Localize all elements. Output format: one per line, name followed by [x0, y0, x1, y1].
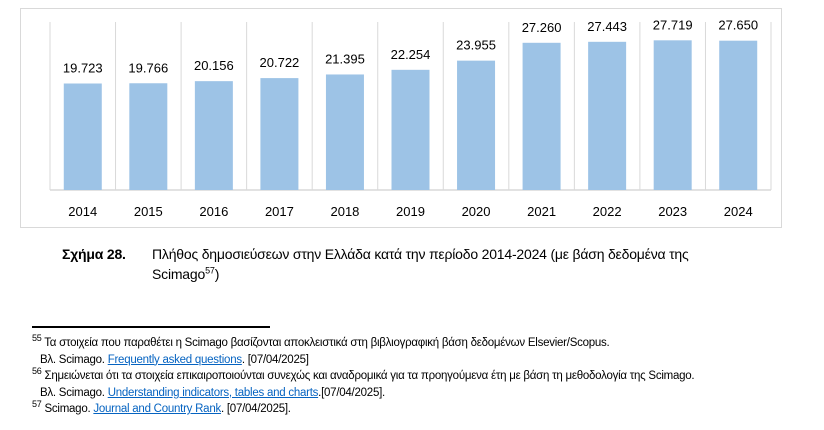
x-tick-label-2016: 2016	[199, 204, 228, 219]
footnote-separator	[32, 326, 270, 328]
bar-2016	[194, 81, 233, 190]
x-tick-label-2021: 2021	[527, 204, 556, 219]
bar-2023	[653, 40, 692, 190]
link-understanding-indicators[interactable]: Understanding indicators, tables and cha…	[107, 386, 319, 399]
x-tick-label-2014: 2014	[68, 204, 97, 219]
x-tick-label-2023: 2023	[658, 204, 687, 219]
x-tick-label-2018: 2018	[330, 204, 359, 219]
footnote-55-source: Βλ. Scimago. Frequently asked questions.…	[32, 352, 694, 369]
footnote-text: Τα στοιχεία που παραθέτει η Scimago βασί…	[44, 337, 610, 349]
x-tick-label-2019: 2019	[396, 204, 425, 219]
data-label-2015: 19.766	[128, 60, 168, 75]
link-journal-country-rank[interactable]: Journal and Country Rank	[93, 403, 221, 415]
link-frequently-asked-questions[interactable]: Frequently asked questions	[107, 353, 242, 366]
caption-body: Πλήθος δημοσιεύσεων στην Ελλάδα κατά την…	[152, 246, 689, 282]
bar-2017	[260, 78, 299, 190]
data-label-2023: 27.719	[653, 17, 693, 32]
bar-2015	[129, 83, 168, 190]
footnote-text: Scimago.	[44, 403, 94, 415]
x-tick-label-2017: 2017	[265, 204, 294, 219]
data-label-2020: 23.955	[456, 38, 496, 53]
data-label-2017: 20.722	[260, 55, 300, 70]
chart-frame: 19.723 2014 19.766 2015 20.156 2016 20.722 2017…	[20, 8, 782, 228]
footnote-56: 56 Σημειώνεται ότι τα στοιχεία επικαιροπ…	[32, 366, 695, 385]
caption-close: )	[214, 266, 220, 282]
data-label-2021: 27.260	[522, 20, 562, 35]
footnote-57: 57 Scimago. Journal and Country Rank. [0…	[32, 399, 694, 418]
x-tick-label-2015: 2015	[134, 204, 163, 219]
footnotes: 55 Τα στοιχεία που παραθέτει η Scimago β…	[32, 333, 695, 418]
footnote-number: 55	[32, 333, 42, 344]
footnote-prefix: Βλ. Scimago.	[40, 353, 108, 366]
footnote-text: Σημειώνεται ότι τα στοιχεία επικαιροποιο…	[44, 370, 695, 382]
x-tick-label-2020: 2020	[462, 204, 491, 219]
footnote-prefix: Βλ. Scimago.	[40, 386, 108, 399]
caption-text: Πλήθος δημοσιεύσεων στην Ελλάδα κατά την…	[152, 244, 692, 284]
bar-2024	[719, 40, 758, 190]
data-label-2014: 19.723	[63, 60, 103, 75]
footnote-55: 55 Τα στοιχεία που παραθέτει η Scimago β…	[32, 333, 694, 352]
footnote-date: . [07/04/2025].	[220, 403, 291, 415]
bar-2018	[325, 74, 364, 190]
footnote-ref[interactable]: 57	[205, 265, 215, 276]
bar-2022	[588, 41, 627, 190]
bar-2019	[391, 69, 430, 190]
data-label-2016: 20.156	[194, 58, 234, 73]
footnote-56-source: Βλ. Scimago. Understanding indicators, t…	[32, 385, 694, 402]
bar-chart: 19.723 2014 19.766 2015 20.156 2016 20.722 2017…	[49, 17, 772, 219]
footnote-date: . [07/04/2025]	[241, 353, 309, 366]
footnote-date: .[07/04/2025].	[318, 386, 385, 399]
x-tick-label-2022: 2022	[593, 204, 622, 219]
footnote-number: 57	[32, 399, 42, 410]
bar-2021	[522, 42, 561, 190]
bar-2020	[457, 60, 496, 190]
data-label-2022: 27.443	[587, 19, 627, 34]
bar-2014	[63, 83, 102, 190]
data-label-2024: 27.650	[718, 18, 758, 33]
x-tick-label-2024: 2024	[724, 204, 753, 219]
footnote-number: 56	[32, 366, 42, 377]
caption-label: Σχήμα 28.	[62, 246, 126, 262]
data-label-2019: 22.254	[391, 47, 431, 62]
data-label-2018: 21.395	[325, 51, 365, 66]
